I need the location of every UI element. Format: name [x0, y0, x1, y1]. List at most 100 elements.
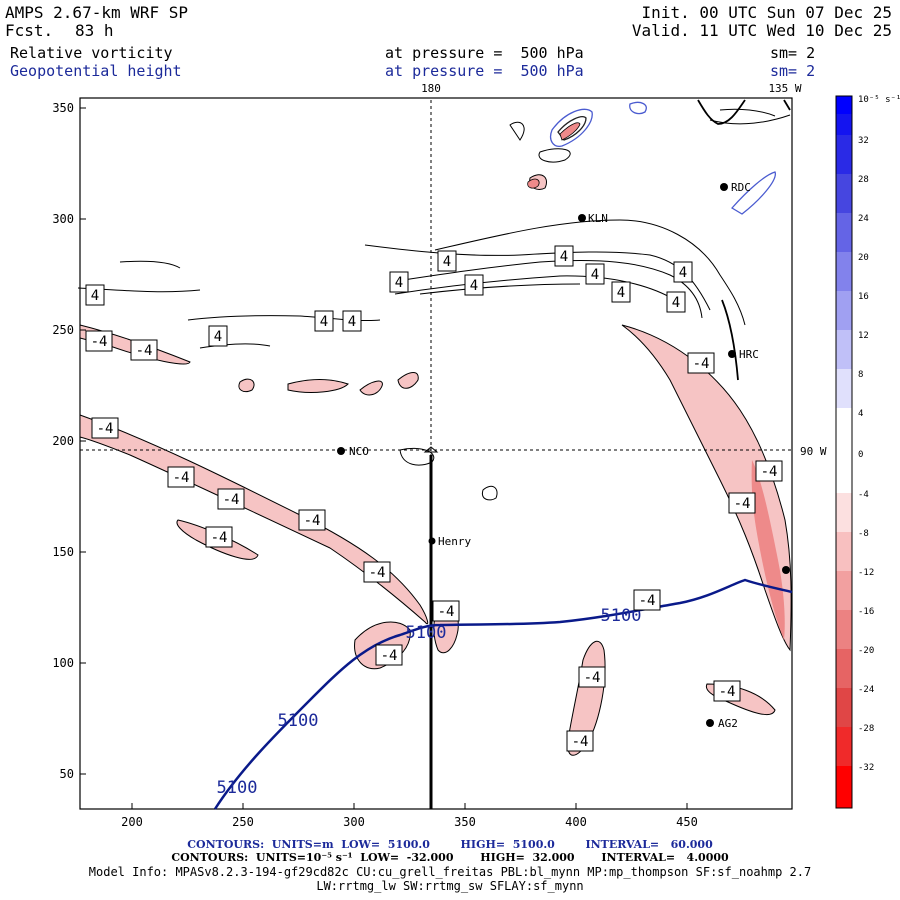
colorbar-label: 8 [858, 370, 863, 380]
vort-label: -4 [223, 492, 240, 508]
vort-label: 4 [617, 285, 625, 301]
model-info: Model Info: MPASv8.2.3-194-gf29cd82c CU:… [88, 865, 812, 879]
station-marker [782, 566, 790, 574]
station-label: HRC [739, 348, 759, 361]
vort-label: -4 [639, 593, 656, 609]
y-tick-label: 100 [52, 656, 74, 670]
colorbar-label: -28 [858, 724, 874, 734]
vort-label: -4 [211, 530, 228, 546]
vort-label: -4 [381, 648, 398, 664]
colorbar-label: 16 [858, 292, 869, 302]
forecast-hour: 83 h [75, 21, 114, 40]
height-label: 5100 [406, 623, 447, 643]
colorbar-label: 28 [858, 175, 869, 185]
colorbar-label: -32 [858, 763, 874, 773]
y-axis: 350 300 250 200 150 100 50 [52, 101, 74, 781]
vorticity-contour-info: CONTOURS: UNITS=10⁻⁵ s⁻¹ LOW= -32.000 HI… [171, 851, 729, 864]
height-label: 5100 [601, 606, 642, 626]
colorbar-label: -20 [858, 646, 874, 656]
meridian-135w-label: 135 W [768, 82, 801, 95]
station-marker [720, 183, 728, 191]
init-time: Init. 00 UTC Sun 07 Dec 25 [641, 3, 892, 22]
station-label: Henry [438, 535, 471, 548]
vort-label: 4 [591, 267, 599, 283]
strong-negative-vorticity [751, 460, 785, 640]
valid-time: Valid. 11 UTC Wed 10 Dec 25 [631, 21, 892, 40]
y-axis-ticks [80, 107, 86, 775]
y-tick-label: 300 [52, 212, 74, 226]
colorbar-label: 0 [858, 450, 863, 460]
vort-label: -4 [304, 513, 321, 529]
vort-label: 4 [348, 314, 356, 330]
colorbar-label: 24 [858, 214, 869, 224]
colorbar-label: -4 [858, 490, 869, 500]
vort-label: 4 [560, 249, 568, 265]
y-tick-label: 350 [52, 101, 74, 115]
x-axis-ticks [131, 803, 688, 809]
positive-vort-labels: 4 4 4 4 4 4 4 4 4 4 4 4 [85, 245, 693, 347]
map-frame [79, 97, 793, 810]
colorbar-label: -16 [858, 607, 874, 617]
station-marker [706, 719, 714, 727]
x-tick-label: 200 [121, 815, 143, 829]
vort-label: -4 [761, 464, 778, 480]
inner-negative-cells [527, 122, 581, 189]
vort-label: -4 [91, 334, 108, 350]
vort-label: -4 [584, 670, 601, 686]
vort-label: -4 [734, 496, 751, 512]
model-title: AMPS 2.67-km WRF SP [5, 3, 189, 22]
cross-section-marker [423, 446, 439, 453]
model-info-continued: LW:rrtmg_lw SW:rrtmg_sw SFLAY:sf_mynn [316, 879, 584, 893]
negative-vort-labels: -4 -4 -4 -4 -4 -4 -4 -4 -4 -4 -4 -4 -4 -… [85, 330, 783, 752]
station-marker [337, 447, 345, 455]
colorbar-label: -12 [858, 568, 874, 578]
station-marker [428, 537, 436, 545]
vort-label: 4 [679, 265, 687, 281]
station-marker [728, 350, 736, 358]
vort-label: -4 [719, 684, 736, 700]
height-contour-5100 [213, 578, 793, 810]
station-marker [578, 214, 586, 222]
vort-label: -4 [572, 734, 589, 750]
vort-label: 4 [214, 329, 222, 345]
field1-smoothing: sm= 2 [770, 44, 816, 62]
x-tick-label: 400 [565, 815, 587, 829]
y-tick-label: 200 [52, 434, 74, 448]
colorbar-label: 32 [858, 136, 869, 146]
vort-label: -4 [438, 604, 455, 620]
station-label: AG2 [718, 717, 738, 730]
height-label: 5100 [278, 711, 319, 731]
vort-label: 4 [470, 278, 478, 294]
colorbar [835, 95, 853, 809]
vort-label: 4 [672, 295, 680, 311]
field2-level: at pressure = 500 hPa [385, 62, 584, 80]
y-tick-label: 250 [52, 323, 74, 337]
vort-label: -4 [136, 343, 153, 359]
vort-label: -4 [173, 470, 190, 486]
x-tick-label: 450 [676, 815, 698, 829]
colorbar-unit: 10⁻⁵ s⁻¹ [858, 95, 900, 105]
station-label: RDC [731, 181, 751, 194]
station-label: NCO [349, 445, 369, 458]
height-label: 5100 [217, 778, 258, 798]
colorbar-labels: 10⁻⁵ s⁻¹ 32 28 24 20 16 12 8 4 0 -4 -8 -… [858, 95, 900, 773]
y-tick-label: 50 [60, 767, 74, 781]
vort-label: 4 [320, 314, 328, 330]
colorbar-label: -8 [858, 529, 869, 539]
stations: NCO Henry KLN RDC HRC AG2 [337, 181, 790, 730]
field1-level: at pressure = 500 hPa [385, 44, 584, 62]
vort-label: 4 [91, 288, 99, 304]
colorbar-label: 12 [858, 331, 869, 341]
x-tick-label: 250 [232, 815, 254, 829]
station-label: KLN [588, 212, 608, 225]
field1-name: Relative vorticity [10, 44, 173, 62]
field2-name: Geopotential height [10, 62, 182, 80]
coastline [697, 99, 791, 381]
vort-label: -4 [97, 421, 114, 437]
x-axis: 200 250 300 350 400 450 [121, 815, 698, 829]
vort-label: 4 [395, 275, 403, 291]
vort-label: -4 [693, 356, 710, 372]
field2-smoothing: sm= 2 [770, 62, 816, 80]
colorbar-label: 4 [858, 409, 863, 419]
x-tick-label: 350 [454, 815, 476, 829]
